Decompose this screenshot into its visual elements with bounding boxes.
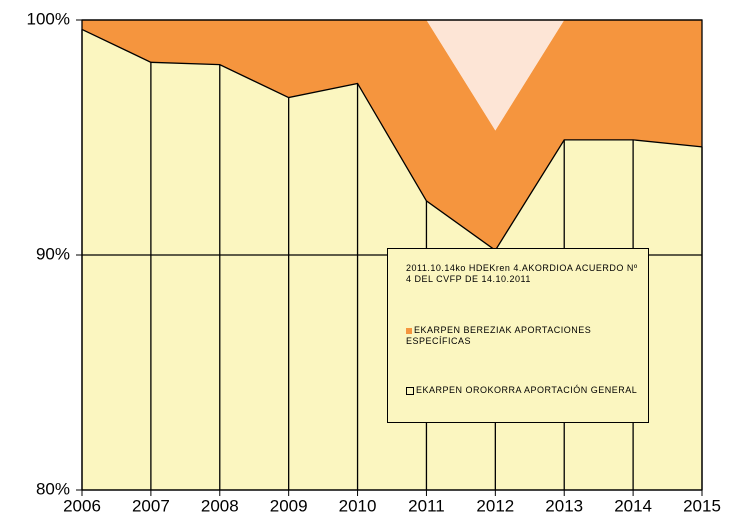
legend-label: EKARPEN BEREZIAK APORTACIONES ESPECÍFICA… xyxy=(406,325,592,346)
x-tick-label: 2007 xyxy=(132,496,170,515)
y-tick-label: 100% xyxy=(27,9,70,28)
x-tick-label: 2009 xyxy=(270,496,308,515)
x-tick-label: 2011 xyxy=(408,496,445,515)
x-tick-label: 2014 xyxy=(614,496,652,515)
x-tick-label: 2013 xyxy=(545,496,583,515)
area xyxy=(82,20,702,131)
legend-label: 2011.10.14ko HDEKren 4.AKORDIOA ACUERDO … xyxy=(406,263,638,284)
legend-item: EKARPEN OROKORRA APORTACIÓN GENERAL xyxy=(406,385,646,396)
area xyxy=(82,20,702,251)
legend: 2011.10.14ko HDEKren 4.AKORDIOA ACUERDO … xyxy=(387,248,649,423)
legend-item: EKARPEN BEREZIAK APORTACIONES ESPECÍFICA… xyxy=(406,325,646,347)
x-tick-label: 2015 xyxy=(683,496,721,515)
legend-swatch xyxy=(406,386,414,395)
y-tick-label: 80% xyxy=(36,479,70,498)
x-tick-label: 2008 xyxy=(201,496,239,515)
y-tick-label: 90% xyxy=(36,244,70,263)
area-edge xyxy=(81,28,703,252)
legend-label: EKARPEN OROKORRA APORTACIÓN GENERAL xyxy=(416,385,638,395)
plot-border xyxy=(81,19,703,491)
legend-swatch xyxy=(406,327,412,334)
x-tick-label: 2006 xyxy=(63,496,101,515)
x-tick-label: 2012 xyxy=(476,496,514,515)
x-tick-label: 2010 xyxy=(339,496,377,515)
legend-item: 2011.10.14ko HDEKren 4.AKORDIOA ACUERDO … xyxy=(406,263,646,285)
